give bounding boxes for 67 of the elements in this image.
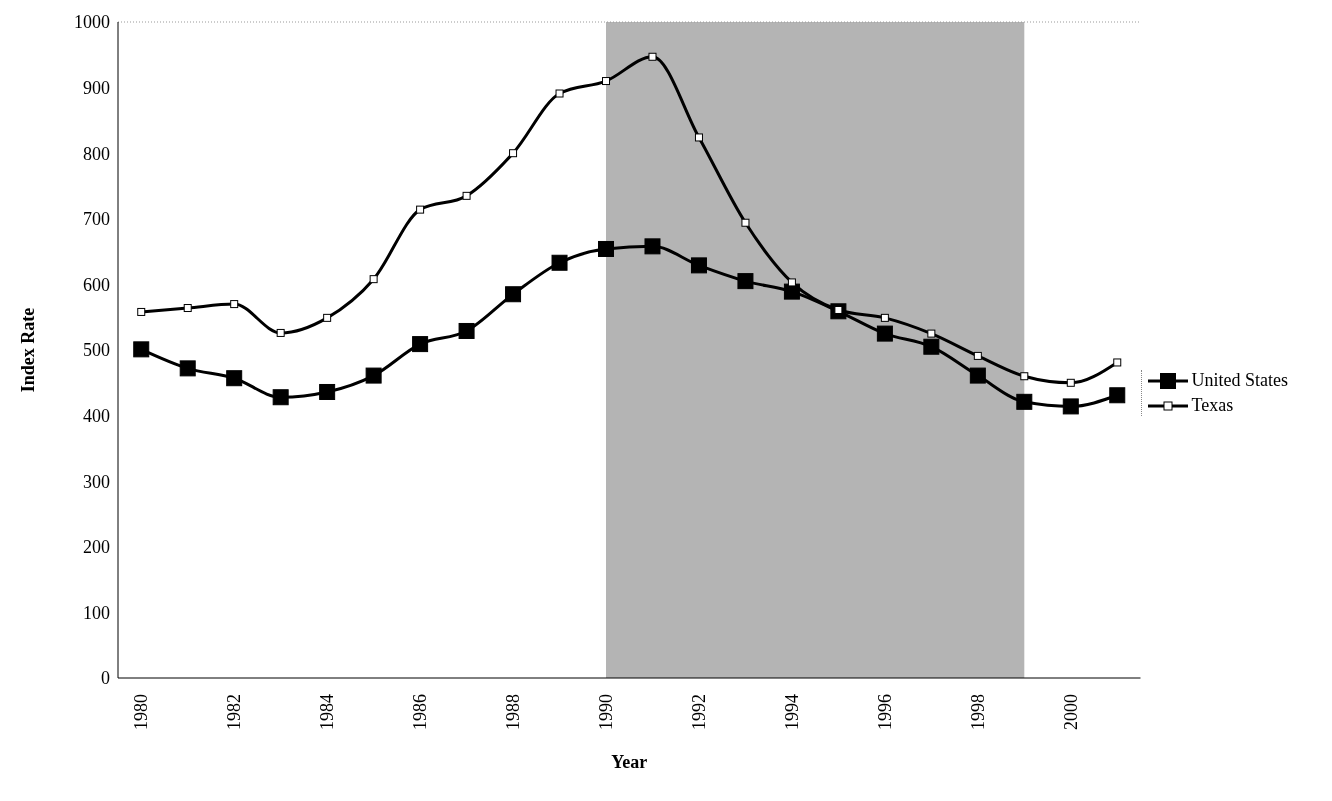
point — [973, 351, 982, 360]
point — [923, 338, 940, 355]
y-tick-label: 1000 — [74, 12, 110, 33]
y-tick-label: 300 — [83, 471, 110, 492]
point — [737, 273, 754, 290]
y-tick-label: 100 — [83, 602, 110, 623]
point — [598, 240, 615, 257]
y-tick-label: 700 — [83, 209, 110, 230]
point — [555, 89, 564, 98]
point — [969, 367, 986, 384]
x-tick-label: 1990 — [596, 694, 617, 730]
point — [458, 322, 475, 339]
x-tick-label: 1986 — [410, 694, 431, 730]
point — [416, 205, 425, 214]
point — [690, 257, 707, 274]
point — [644, 238, 661, 255]
point — [230, 300, 239, 309]
x-tick-label: 1980 — [131, 694, 152, 730]
y-tick-label: 200 — [83, 537, 110, 558]
point — [648, 52, 657, 61]
x-tick-label: 2000 — [1060, 694, 1081, 730]
point — [787, 278, 796, 287]
x-tick-label: 1992 — [688, 694, 709, 730]
point — [137, 307, 146, 316]
point — [133, 341, 150, 358]
point — [1109, 387, 1126, 404]
point — [1113, 358, 1122, 367]
point — [927, 329, 936, 338]
point — [412, 336, 429, 353]
y-tick-label: 0 — [101, 668, 110, 689]
point — [1066, 378, 1075, 387]
x-tick-label: 1988 — [503, 694, 524, 730]
legend-label: United States — [1191, 370, 1288, 391]
point — [602, 77, 611, 86]
x-tick-label: 1998 — [967, 694, 988, 730]
point — [365, 367, 382, 384]
point — [276, 328, 285, 337]
point — [1016, 393, 1033, 410]
x-tick-label: 1982 — [224, 694, 245, 730]
point — [323, 313, 332, 322]
point — [179, 360, 196, 377]
point — [694, 133, 703, 142]
point — [319, 383, 336, 400]
y-tick-label: 900 — [83, 77, 110, 98]
x-tick-label: 1984 — [317, 694, 338, 730]
y-tick-label: 400 — [83, 405, 110, 426]
y-tick-label: 600 — [83, 274, 110, 295]
point — [880, 313, 889, 322]
point — [462, 191, 471, 200]
point — [1062, 398, 1079, 415]
x-axis-title: Year — [611, 752, 648, 772]
point — [505, 286, 522, 303]
point — [551, 254, 568, 271]
point — [183, 304, 192, 313]
x-tick-label: 1996 — [874, 694, 895, 730]
x-tick-label: 1994 — [781, 694, 802, 730]
y-axis-title: Index Rate — [18, 307, 39, 393]
point — [226, 370, 243, 387]
point — [272, 389, 289, 406]
point — [876, 325, 893, 342]
point — [369, 275, 378, 284]
legend-label: Texas — [1191, 395, 1234, 416]
point — [509, 149, 518, 158]
y-tick-label: 800 — [83, 143, 110, 164]
point — [1020, 372, 1029, 381]
point — [741, 218, 750, 227]
y-tick-label: 500 — [83, 340, 110, 361]
